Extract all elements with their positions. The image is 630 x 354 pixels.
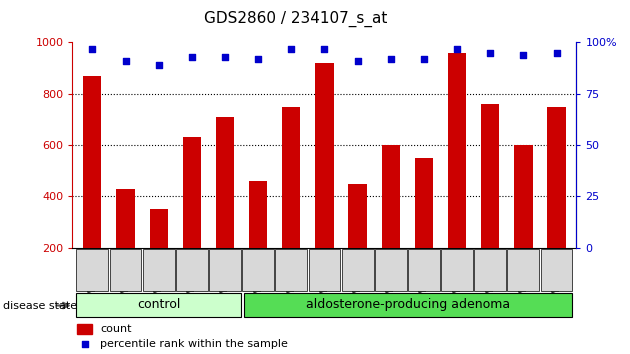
FancyBboxPatch shape — [143, 249, 175, 291]
Point — [353, 58, 363, 64]
Point — [154, 62, 164, 68]
Point — [220, 54, 230, 60]
Bar — [415, 158, 433, 299]
Text: count: count — [100, 324, 132, 334]
FancyBboxPatch shape — [341, 249, 374, 291]
FancyBboxPatch shape — [76, 293, 241, 317]
FancyBboxPatch shape — [375, 249, 407, 291]
Point — [186, 54, 197, 60]
Bar — [183, 137, 201, 299]
Bar — [77, 324, 91, 333]
Bar — [149, 209, 168, 299]
FancyBboxPatch shape — [408, 249, 440, 291]
Point — [551, 50, 561, 56]
Point — [419, 56, 429, 62]
Point — [518, 52, 529, 58]
Bar — [514, 145, 532, 299]
FancyBboxPatch shape — [76, 249, 108, 291]
Point — [253, 56, 263, 62]
FancyBboxPatch shape — [244, 293, 573, 317]
Point — [88, 46, 98, 51]
Bar — [448, 53, 466, 299]
Bar — [316, 63, 333, 299]
Point — [452, 46, 462, 51]
Bar — [249, 181, 267, 299]
Text: disease state: disease state — [3, 301, 77, 311]
Point — [286, 46, 296, 51]
Bar — [117, 189, 135, 299]
Bar — [481, 104, 500, 299]
Text: aldosterone-producing adenoma: aldosterone-producing adenoma — [306, 298, 510, 311]
Point — [485, 50, 495, 56]
FancyBboxPatch shape — [474, 249, 506, 291]
Bar — [547, 107, 566, 299]
Bar — [348, 184, 367, 299]
Point — [79, 341, 89, 347]
Point — [319, 46, 329, 51]
Bar — [216, 117, 234, 299]
FancyBboxPatch shape — [209, 249, 241, 291]
FancyBboxPatch shape — [508, 249, 539, 291]
FancyBboxPatch shape — [541, 249, 573, 291]
FancyBboxPatch shape — [110, 249, 141, 291]
Text: control: control — [137, 298, 180, 311]
Bar — [382, 145, 400, 299]
Bar — [282, 107, 301, 299]
Point — [386, 56, 396, 62]
FancyBboxPatch shape — [242, 249, 274, 291]
Bar — [83, 76, 101, 299]
FancyBboxPatch shape — [176, 249, 208, 291]
FancyBboxPatch shape — [441, 249, 473, 291]
Point — [120, 58, 130, 64]
Text: percentile rank within the sample: percentile rank within the sample — [100, 339, 288, 349]
FancyBboxPatch shape — [275, 249, 307, 291]
FancyBboxPatch shape — [309, 249, 340, 291]
Text: GDS2860 / 234107_s_at: GDS2860 / 234107_s_at — [204, 11, 388, 27]
